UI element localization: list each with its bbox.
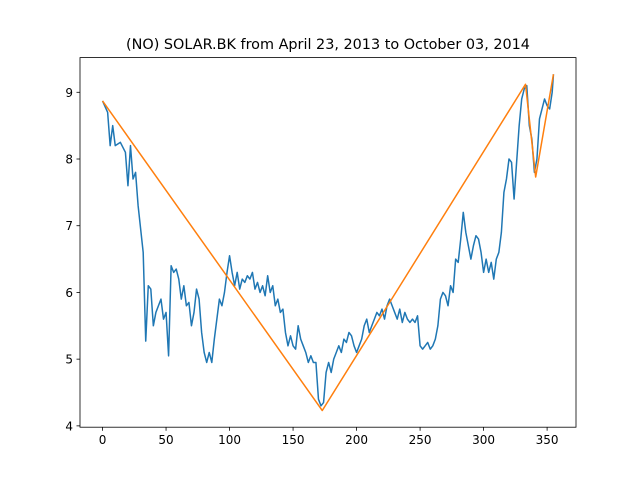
plot-frame	[79, 57, 577, 428]
x-tick-label: 300	[472, 433, 495, 447]
y-tick-label: 9	[65, 86, 73, 100]
data-line	[101, 74, 555, 412]
y-tick-label: 5	[65, 353, 73, 367]
x-tick-label: 350	[536, 433, 559, 447]
y-tick-label: 6	[65, 286, 73, 300]
x-tick-label: 250	[409, 433, 432, 447]
y-tick-label: 7	[65, 219, 73, 233]
x-tick-label: 150	[282, 433, 305, 447]
data-line	[101, 74, 555, 407]
x-tick-label: 50	[158, 433, 173, 447]
x-tick-label: 0	[99, 433, 107, 447]
x-tick-label: 100	[218, 433, 241, 447]
x-tick-label: 200	[345, 433, 368, 447]
chart-title: (NO) SOLAR.BK from April 23, 2013 to Oct…	[126, 37, 530, 53]
y-tick-label: 4	[65, 419, 73, 433]
y-tick-label: 8	[65, 153, 73, 167]
